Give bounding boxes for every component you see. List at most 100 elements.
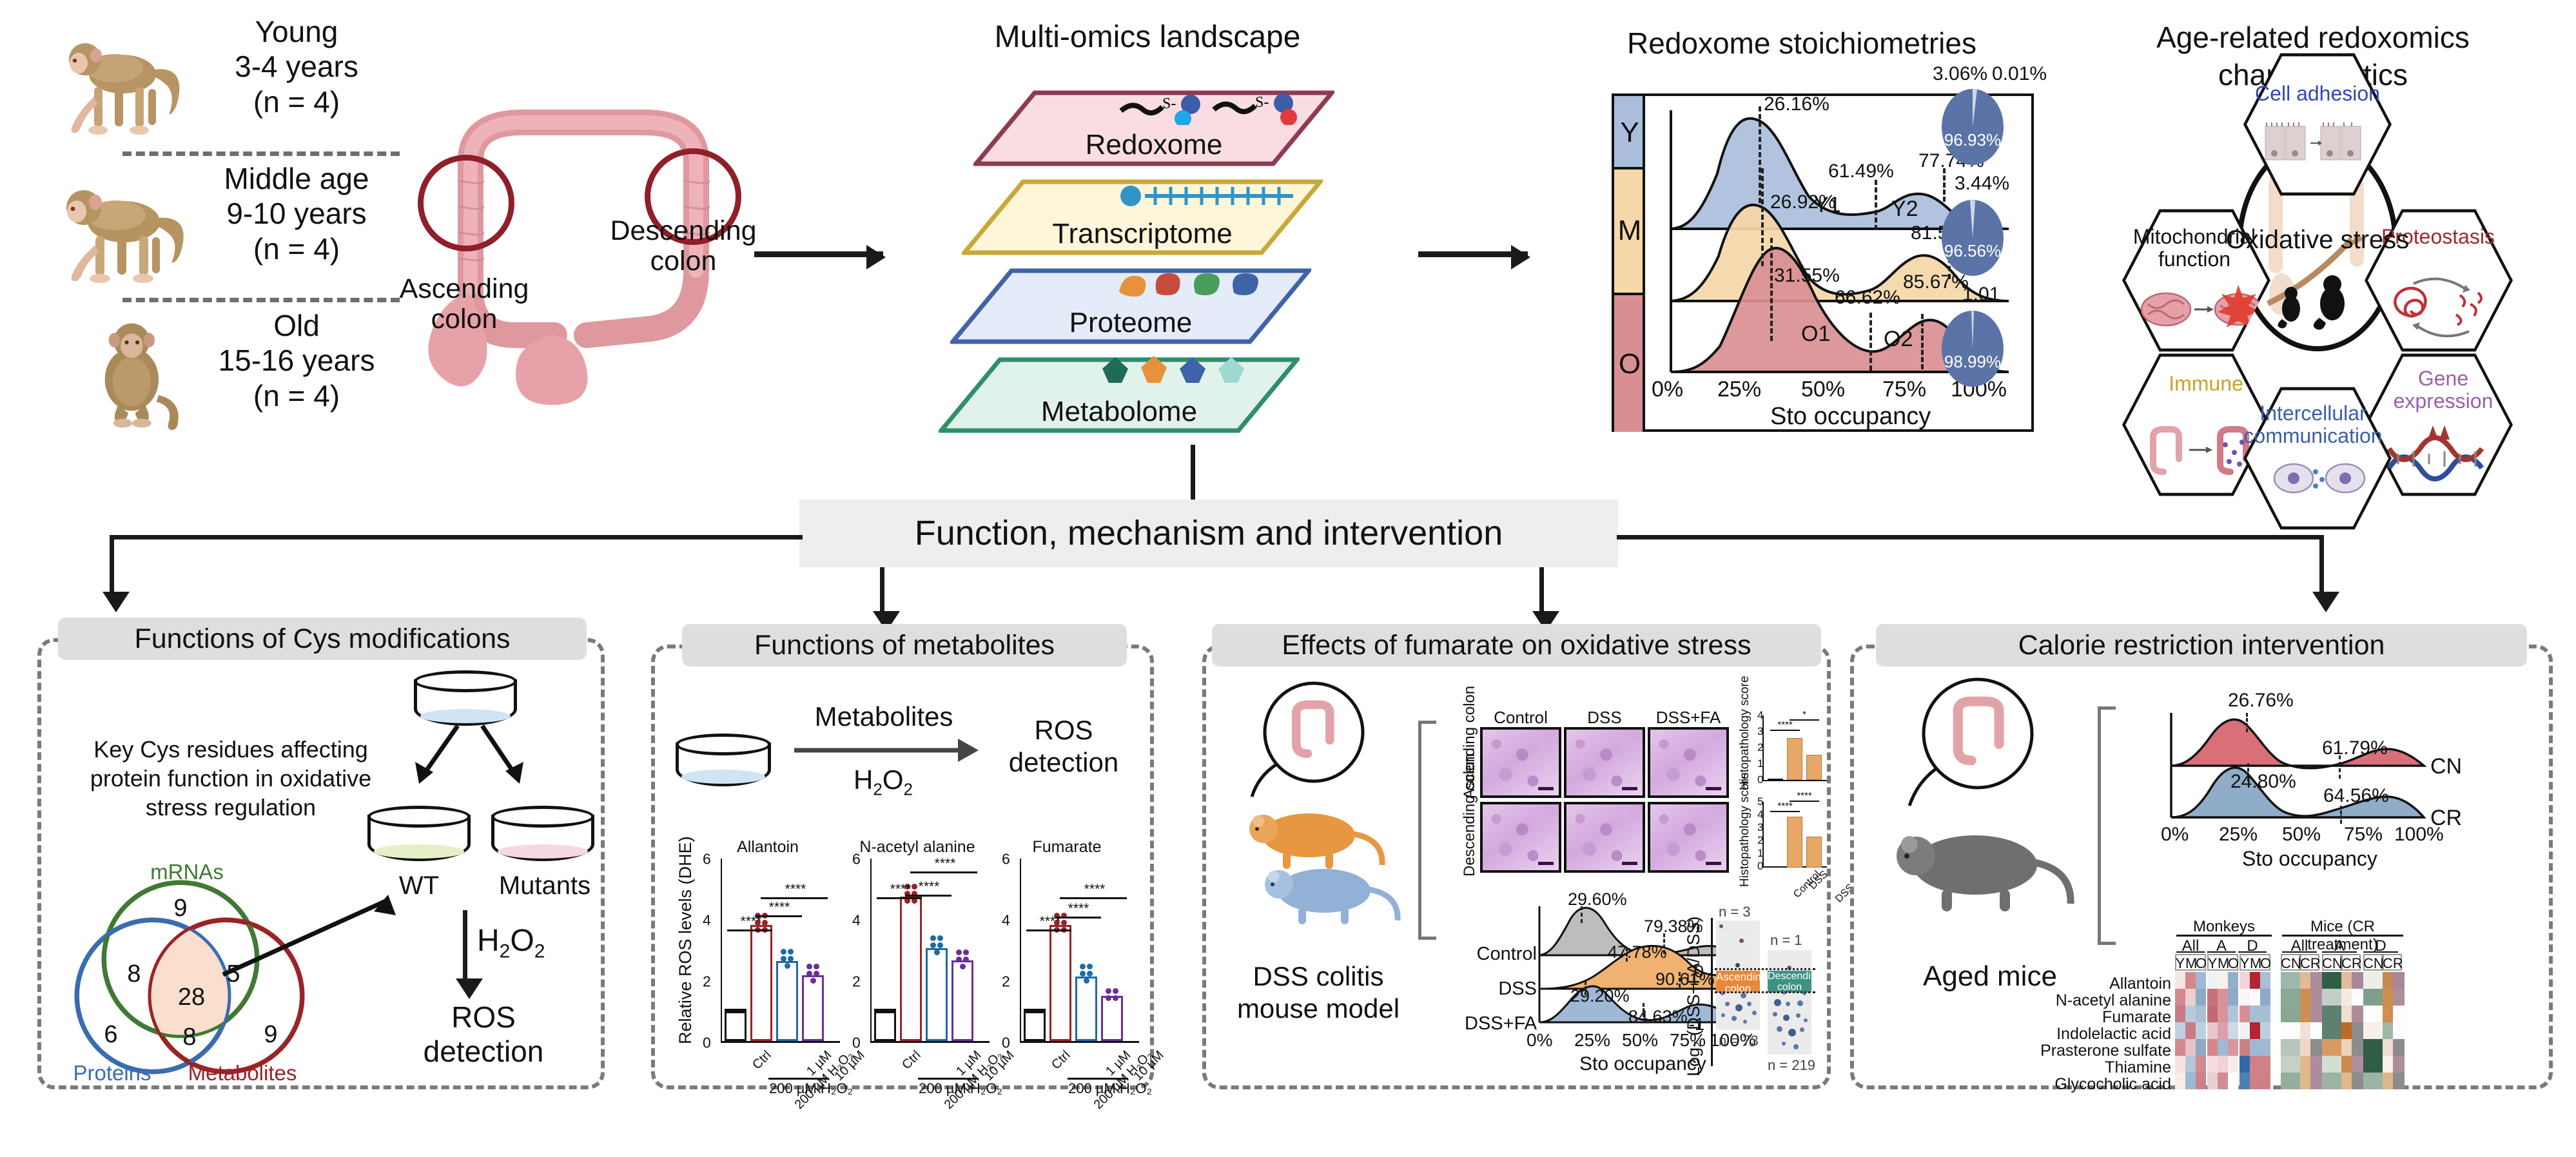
heatmap-col-Y: Y (2239, 955, 2250, 971)
colon-anatomy-group: Ascending colon Descending colon (393, 77, 793, 413)
xtick: 75% (2344, 824, 2383, 845)
cohort-n: (n = 4) (253, 84, 340, 119)
heatmap-row-allantoin: Allantoin (2109, 975, 2171, 993)
xtick: 25% (1574, 1030, 1611, 1050)
pie3-major-pct: 98.99% (1944, 352, 2002, 371)
histopathology-score-chart-ascending: Histopathology score 0 1 2 3 4 **** * (1738, 676, 1831, 793)
heatmap-cell (2352, 1039, 2363, 1056)
age-band-M: M (1614, 167, 1645, 293)
heatmap-cell (2341, 1022, 2352, 1039)
heatmap-row-indolelactic-acid: Indolelactic acid (2056, 1025, 2171, 1043)
pie1-minor1-pct: 3.06% (1933, 63, 1988, 84)
omics-layer-label: Metabolome (1040, 396, 1198, 427)
heatmap-cell (2218, 1039, 2228, 1056)
arrow-h2o2-treatment (456, 910, 483, 999)
bar-10um (1101, 988, 1123, 1041)
ridge-control-peak2: 79.38% (1644, 917, 1703, 936)
heatmap-cell (2300, 1056, 2310, 1073)
pie2-minor1-pct: 3.44% (1955, 173, 2010, 194)
heatmap-col-M: M (2185, 955, 2198, 971)
bar-h2o2 (1049, 912, 1071, 1041)
heatmap-cell (2260, 972, 2270, 989)
heatmap-row-thiamine: Thiamine (2105, 1058, 2171, 1076)
redoxome-title: Redoxome stoichiometries (1626, 26, 1976, 60)
heatmap-cell (2393, 989, 2405, 1006)
xtick: 50% (2282, 824, 2321, 845)
heatmap-group-mice-d: D (2375, 937, 2386, 955)
cohort-old-text: Old 15-16 years (n = 4) (200, 308, 393, 413)
midbar-label: Function, mechanism and intervention (914, 514, 1503, 552)
heatmap-cell (2363, 1056, 2383, 1073)
protein-folding-icon (2394, 277, 2483, 338)
hex-label-mito: Mitochondrial function (2132, 225, 2256, 271)
heatmap-col-CN: CN (2363, 955, 2384, 971)
heatmap-cell (2196, 989, 2206, 1006)
monkey-old-icon (64, 307, 213, 436)
metabolite-shapes-icon (1102, 356, 1244, 383)
heatmap-cell (2300, 989, 2310, 1006)
xtick-50: 50% (1801, 377, 1846, 402)
ridge-dssfa-peak1: 29.20% (1570, 986, 1630, 1006)
ridge-dssfa-peak2: 84.63% (1628, 1007, 1688, 1026)
heatmap-col-CR: CR (2300, 955, 2321, 971)
heatmap-cell (2352, 1022, 2363, 1039)
venn-label-mrnas: mRNAs (150, 860, 224, 884)
heatmap-cell (2300, 1039, 2310, 1056)
ridge-Y-peak1-pct: 26.16% (1764, 93, 1830, 115)
heatmap-cell (2228, 989, 2238, 1006)
bar-ctrl (725, 1009, 746, 1041)
heatmap-cell (2196, 1073, 2206, 1089)
hex-label-cell-adhesion: Cell adhesion (2255, 82, 2380, 105)
venn-label-metabolites: Metabolites (188, 1061, 297, 1085)
heatmap-cell (2207, 1056, 2218, 1073)
omics-layer-transcriptome: Transcriptome (962, 179, 1323, 255)
panel1-caption: Functions of Cys modifications (58, 617, 587, 660)
ros-detection-panel1: ROS detection (423, 1000, 544, 1069)
heatmap-cell (2383, 1022, 2393, 1039)
heatmap-cell (2393, 1039, 2405, 1056)
bar-1um (776, 948, 798, 1041)
oxidative-stress-label: Oxidative stress (2225, 226, 2410, 254)
ros-detection-panel2: ROS detection (1008, 715, 1119, 777)
venn-count-mrna-only: 9 (173, 895, 188, 922)
monkey-middle-icon (45, 160, 193, 289)
svg-text:S-: S- (1162, 95, 1176, 112)
ytick-0: 0 (1694, 962, 1704, 981)
heatmap-cell (2175, 1039, 2185, 1056)
heatmap-cell (2363, 1073, 2383, 1089)
cohort-name: Middle age (224, 162, 369, 195)
xtick: 75% (1670, 1030, 1706, 1050)
sig-marker: **** (918, 879, 940, 894)
sto-occupancy-ridgeline-dss: 29.60% 79.38% 47.78% 90.61% 29.20% 84.63… (1465, 890, 1756, 1083)
heatmap-cell (2185, 1006, 2196, 1022)
heatmap-cell (2310, 1006, 2322, 1022)
heatmap-cell (2196, 972, 2206, 989)
heatmap-cell (2310, 1022, 2322, 1039)
heatmap-cell (2185, 972, 2196, 989)
heatmap-cell (2322, 1022, 2341, 1039)
heatmap-col-CR: CR (2341, 955, 2362, 971)
heatmap-cell (2352, 972, 2363, 989)
ascending-colon-label: Ascending colon (399, 273, 529, 335)
xtick: 25% (2219, 824, 2258, 845)
sig-marker: * (1802, 709, 1806, 720)
pie1-minor2-pct: 0.01% (1992, 63, 2047, 84)
heatmap-cell (2260, 1056, 2270, 1073)
heatmap-cell (2228, 1022, 2238, 1039)
metabolite-heatmap: Monkeys Mice (CR treatment) All A D All … (2040, 918, 2548, 1093)
heatmap-cell (2239, 1006, 2250, 1022)
metabolites-reagent-label: Metabolites (814, 701, 953, 732)
scatter-band-up-ascending (1716, 920, 1760, 971)
wt-label: WT (398, 871, 440, 900)
ridge-M-peak1-pct: 26.92% (1770, 191, 1836, 213)
bar-dssfa (1806, 837, 1822, 868)
dish-wt (367, 806, 471, 861)
descending-colon-label: Descending colon (610, 215, 757, 277)
histo-img-descending-dssfa (1648, 802, 1729, 873)
ridge-legend-cr: CR (2430, 806, 2463, 830)
bar-control (1768, 866, 1783, 868)
heatmap-cell (2196, 1056, 2206, 1073)
multi-omics-landscape: Multi-omics landscape S- S- Redoxome (922, 19, 1373, 445)
heatmap-cell (2322, 1073, 2341, 1089)
histopathology-score-chart-descending: Histopathology score 0 1 2 3 4 5 **** **… (1738, 773, 1869, 905)
